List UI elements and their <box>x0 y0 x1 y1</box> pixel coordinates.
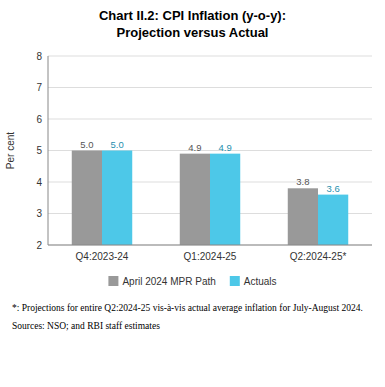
legend-label: April 2024 MPR Path <box>122 276 215 287</box>
y-tick-label: 4 <box>36 177 42 188</box>
grid-line <box>48 119 372 120</box>
bar <box>318 195 348 245</box>
bar <box>72 151 102 246</box>
y-tick-label: 5 <box>36 145 42 156</box>
chart: Chart II.2: CPI Inflation (y-o-y): Projec… <box>0 0 385 387</box>
x-axis <box>48 245 372 246</box>
bars <box>72 151 348 246</box>
subtitle: Projection versus Actual <box>117 25 269 40</box>
legend-swatch <box>108 276 118 286</box>
bar <box>210 154 240 245</box>
data-label: 3.6 <box>327 183 340 194</box>
legend-swatch <box>230 276 240 286</box>
y-axis <box>48 56 49 245</box>
data-labels: 5.0 4.9 3.8 5.0 4.9 3.6 <box>80 139 339 194</box>
legend-label: Actuals <box>244 276 277 287</box>
y-tick-label: 8 <box>36 51 42 62</box>
data-label: 5.0 <box>111 139 124 150</box>
data-label: 3.8 <box>296 176 309 187</box>
annotation-line: *: Projections for entire Q2:2024-25 vis… <box>12 303 363 313</box>
y-axis-label: Per cent <box>5 132 16 169</box>
y-tick-label: 2 <box>36 240 42 251</box>
grid <box>48 56 372 245</box>
bar <box>180 154 210 245</box>
annotation: Sources: NSO; and RBI staff estimates <box>12 321 160 331</box>
y-tick-label: 3 <box>36 208 42 219</box>
data-label: 4.9 <box>188 142 201 153</box>
title: Chart II.2: CPI Inflation (y-o-y): <box>99 8 286 23</box>
x-tick-label: Q1:2024-25 <box>184 251 237 262</box>
grid-line <box>48 87 372 88</box>
bar <box>102 151 132 246</box>
data-label: 4.9 <box>219 142 232 153</box>
bar <box>288 188 318 245</box>
grid-line <box>48 245 372 246</box>
grid-line <box>48 56 372 57</box>
annotation: *: Projections for entire Q2:2024-25 vis… <box>12 303 363 313</box>
data-label: 5.0 <box>80 139 93 150</box>
annotation-line: Sources: NSO; and RBI staff estimates <box>12 321 160 331</box>
x-tick-label: Q4:2023-24 <box>76 251 129 262</box>
legend: April 2024 MPR Path Actuals <box>108 276 276 287</box>
y-tick-label: 7 <box>36 82 42 93</box>
y-tick-label: 6 <box>36 114 42 125</box>
x-tick-label: Q2:2024-25* <box>290 251 347 262</box>
